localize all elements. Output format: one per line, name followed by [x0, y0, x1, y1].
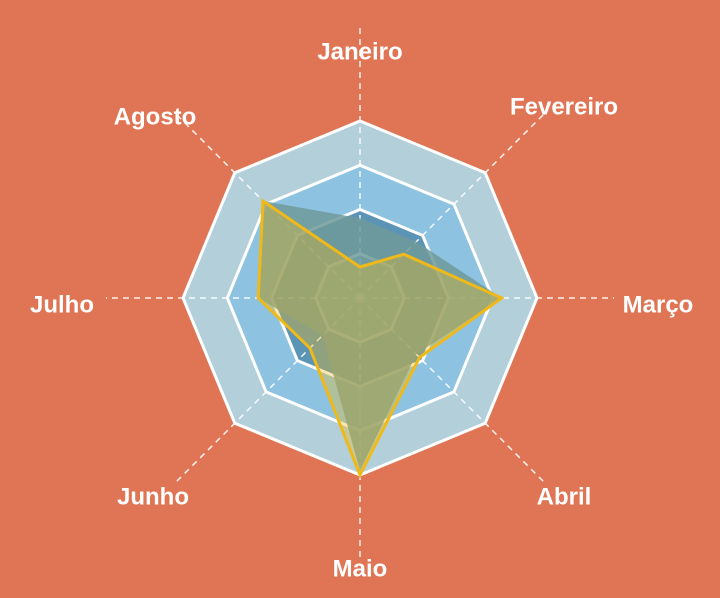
axis-label-maro: Março	[623, 291, 694, 318]
axis-label-maio: Maio	[333, 555, 388, 582]
axis-label-fevereiro: Fevereiro	[510, 93, 618, 120]
axis-label-janeiro: Janeiro	[317, 38, 402, 65]
axis-label-junho: Junho	[117, 483, 189, 510]
axis-labels: Janeiro Fevereiro Março Abril Maio Junho Julho…	[30, 38, 693, 582]
axis-label-agosto: Agosto	[114, 103, 197, 130]
series-1-area	[258, 201, 502, 471]
radar-series	[256, 198, 505, 479]
series-2-area	[256, 198, 505, 479]
axis-label-abril: Abril	[537, 483, 592, 510]
axis-label-julho: Julho	[30, 291, 94, 318]
